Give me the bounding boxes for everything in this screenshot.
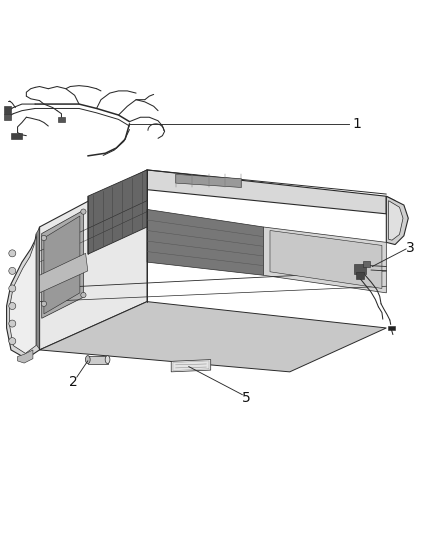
Bar — [4, 115, 11, 120]
Bar — [4, 106, 11, 114]
Polygon shape — [39, 302, 385, 372]
Polygon shape — [39, 170, 147, 350]
Polygon shape — [88, 170, 147, 254]
Polygon shape — [388, 200, 402, 240]
Circle shape — [9, 268, 16, 274]
Bar — [388, 326, 394, 330]
Text: 1: 1 — [351, 117, 360, 131]
Polygon shape — [88, 356, 107, 364]
Text: 2: 2 — [69, 375, 78, 389]
Circle shape — [9, 285, 16, 292]
Polygon shape — [44, 216, 80, 314]
Polygon shape — [42, 211, 83, 318]
Circle shape — [9, 303, 16, 310]
Circle shape — [41, 236, 46, 240]
Circle shape — [9, 337, 16, 345]
Circle shape — [81, 293, 86, 297]
Bar — [363, 262, 369, 267]
Polygon shape — [147, 209, 263, 275]
Bar — [58, 117, 65, 122]
Polygon shape — [385, 196, 407, 245]
Circle shape — [9, 320, 16, 327]
Polygon shape — [39, 253, 88, 293]
Ellipse shape — [105, 356, 110, 364]
Polygon shape — [7, 227, 39, 359]
Text: 3: 3 — [405, 240, 414, 255]
Polygon shape — [36, 228, 39, 349]
Circle shape — [9, 250, 16, 257]
Polygon shape — [175, 174, 241, 188]
Polygon shape — [10, 233, 36, 353]
Bar — [11, 133, 22, 139]
Polygon shape — [263, 227, 385, 293]
Text: 5: 5 — [242, 391, 251, 405]
Circle shape — [41, 301, 46, 306]
Bar — [353, 264, 365, 273]
Ellipse shape — [85, 356, 90, 364]
Bar — [355, 272, 364, 279]
Polygon shape — [171, 360, 210, 372]
Polygon shape — [269, 230, 381, 288]
Circle shape — [81, 209, 86, 214]
Polygon shape — [385, 196, 394, 231]
Polygon shape — [147, 170, 385, 214]
Polygon shape — [18, 350, 33, 363]
